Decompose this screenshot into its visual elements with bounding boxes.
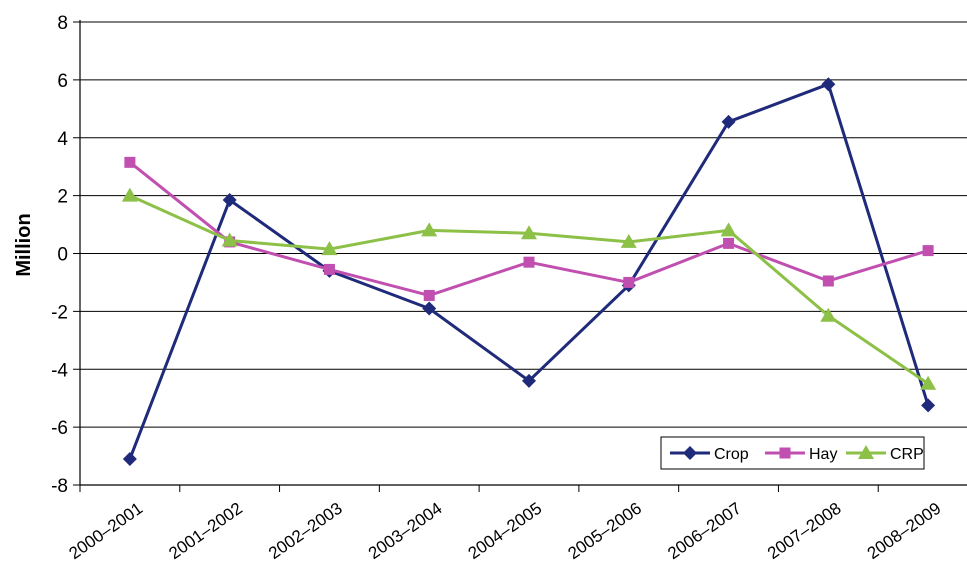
legend-label-hay: Hay [809,446,837,463]
x-tick-label: 2006–2007 [664,499,745,563]
data-point-crop [721,114,736,129]
series-line-crp [129,194,929,385]
data-point-hay [822,275,834,287]
data-point-crp [521,225,537,240]
y-tick-label: 4 [57,129,68,150]
x-tick-label: 2000–2001 [66,499,147,563]
data-point-crop [122,451,137,466]
data-point-hay [523,256,535,268]
data-point-crop [921,398,936,413]
series-line-crop [128,82,930,460]
legend-marker-crp [858,445,874,459]
x-tick-label: 2001–2002 [165,499,246,563]
legend-marker-hay [779,447,791,459]
data-point-crop [422,301,437,316]
data-point-hay [922,245,934,257]
gridlines [80,21,967,428]
data-point-crop [821,77,836,92]
y-tick-label: 0 [57,245,68,266]
legend-label-crop: Crop [714,446,749,463]
data-point-crp [121,187,138,202]
data-point-crp [820,307,837,322]
y-tick-label: -8 [51,476,68,497]
x-tick-label: 2005–2006 [564,499,645,563]
y-axis-label: Million [13,213,35,276]
data-point-hay [423,289,435,301]
y-tick-label: 6 [57,71,68,92]
y-tick-label: 2 [57,187,68,208]
y-tick-labels: 8 6 4 2 0 -2 -4 -6 -8 [51,13,68,497]
data-point-crp [720,222,737,237]
y-tick-label: -2 [51,302,68,323]
series-crp [121,187,937,390]
series-crop [122,77,936,466]
y-tick-label: 8 [57,13,68,34]
data-point-hay [723,237,735,249]
data-point-crp [620,233,637,248]
y-tick-label: -6 [51,418,68,439]
x-tick-label: 2002–2003 [265,499,346,563]
y-tick-label: -4 [51,360,68,381]
legend: Crop Hay CRP [660,436,925,470]
series-layer [121,77,937,466]
data-point-crp [421,222,438,237]
data-point-hay [323,263,335,275]
data-point-crop [222,192,237,207]
axes [73,20,967,492]
data-point-crp [321,241,338,256]
data-point-crop [522,373,536,388]
legend-marker-crop [683,446,697,460]
data-point-hay [623,276,635,288]
x-tick-labels: 2000–2001 2001–2002 2002–2003 2003–2004 2004… [66,499,945,563]
x-tick-label: 2008–2009 [864,499,945,563]
x-tick-label: 2004–2005 [465,499,546,563]
data-point-crp [920,375,937,390]
x-tick-label: 2003–2004 [365,499,446,563]
legend-label-crp: CRP [890,446,924,463]
x-tick-label: 2007–2008 [764,499,845,563]
data-point-crp [221,232,238,247]
data-point-hay [124,156,136,168]
